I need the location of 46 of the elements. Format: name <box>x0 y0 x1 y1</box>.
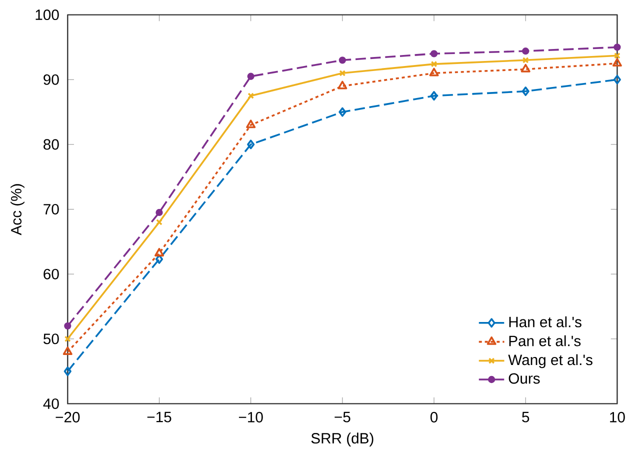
point <box>614 44 621 51</box>
point <box>248 92 254 100</box>
y-tick-label: 90 <box>44 74 59 85</box>
x-tick-label: −20 <box>56 412 80 422</box>
x-tick-label: −15 <box>147 412 172 422</box>
point <box>430 50 438 58</box>
point <box>520 64 530 72</box>
x-tick-label: 5 <box>522 412 530 422</box>
point <box>154 248 164 256</box>
legend-label: Han et al.'s <box>509 316 582 328</box>
x-axis-title: SRR (dB) <box>311 432 374 446</box>
y-axis-title: Acc (%) <box>10 184 24 236</box>
y-tick-label: 70 <box>44 204 59 215</box>
point <box>62 346 72 355</box>
legend-label: Ours <box>508 373 540 384</box>
point <box>429 68 439 76</box>
point <box>339 70 346 76</box>
point <box>155 254 164 264</box>
point <box>522 86 530 96</box>
point <box>430 60 438 68</box>
y-tick-label: 60 <box>44 268 59 280</box>
point <box>156 219 162 226</box>
x-tick-label: 10 <box>610 412 625 422</box>
point <box>247 72 254 80</box>
legend-label: Wang et al.'s <box>508 354 592 368</box>
y-tick-label: 40 <box>43 398 59 409</box>
point <box>64 366 72 376</box>
point <box>612 58 622 67</box>
point <box>522 48 530 55</box>
point <box>338 107 346 117</box>
y-tick-label: 50 <box>44 334 59 344</box>
x-tick-label: 0 <box>430 412 438 422</box>
point <box>338 56 346 64</box>
x-tick-label: −5 <box>334 412 350 422</box>
point <box>613 74 621 84</box>
point <box>247 140 255 150</box>
y-tick-label: 80 <box>44 139 59 150</box>
point <box>338 80 348 90</box>
point <box>156 208 163 216</box>
point <box>522 56 529 64</box>
x-tick-label: −10 <box>238 412 263 422</box>
y-tick-label: 100 <box>36 10 59 20</box>
legend-label: Pan et al.'s <box>509 335 581 346</box>
point <box>64 322 72 330</box>
point <box>430 91 438 101</box>
point <box>246 120 256 128</box>
